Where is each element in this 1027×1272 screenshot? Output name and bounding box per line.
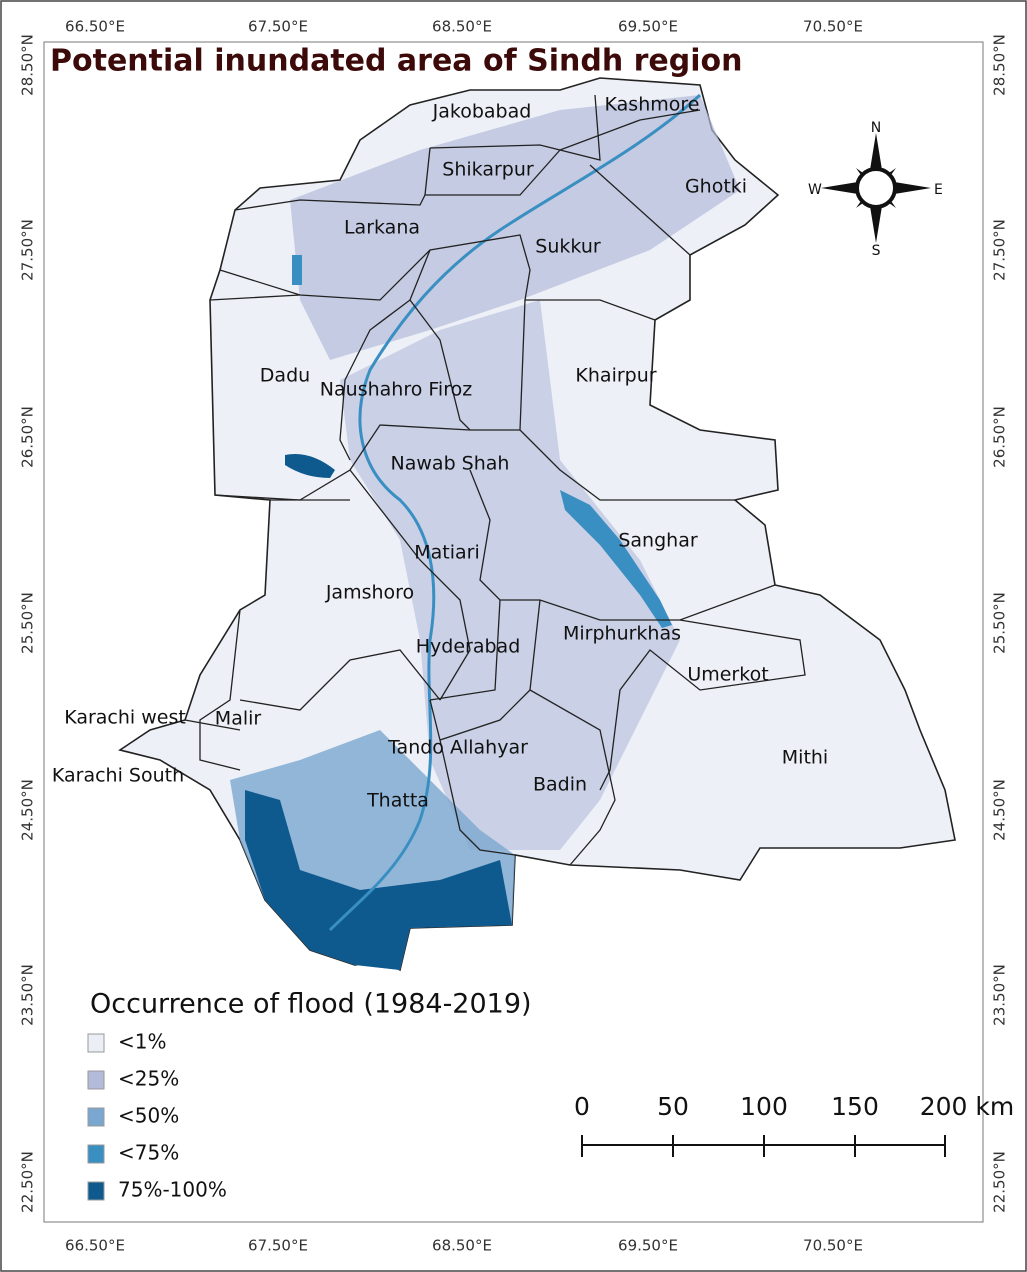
compass-s: S — [872, 243, 881, 259]
district-label: Hyderabad — [416, 636, 521, 658]
lat-label: 22.50°N — [991, 1151, 1009, 1213]
flood-zone-north — [290, 95, 740, 360]
district-label: Malir — [215, 708, 262, 730]
district-label: Khairpur — [575, 365, 656, 387]
compass-e: E — [934, 182, 943, 198]
compass-points — [821, 133, 931, 243]
north-arrow: N S E W — [808, 120, 943, 259]
legend-swatch — [87, 1033, 105, 1053]
district-label: Jamshoro — [325, 582, 414, 604]
lat-label: 24.50°N — [19, 779, 37, 841]
district-label: Karachi west — [64, 707, 186, 729]
lat-label: 25.50°N — [991, 592, 1009, 654]
scale-label: 150 — [831, 1092, 879, 1121]
lat-label: 25.50°N — [19, 592, 37, 654]
legend-label: 75%-100% — [118, 1178, 227, 1202]
district-label: Mithi — [782, 747, 828, 769]
flood-zone-larkana — [292, 255, 302, 285]
scale-label: 100 — [740, 1092, 788, 1121]
district-label: Kashmore — [605, 94, 700, 116]
legend-swatch — [87, 1107, 105, 1127]
district-label: Larkana — [344, 217, 420, 239]
legend-swatch — [87, 1070, 105, 1090]
legend-label: <50% — [118, 1104, 179, 1128]
lat-label: 22.50°N — [19, 1151, 37, 1213]
flood-zone-dadu — [285, 454, 335, 478]
compass-ring — [855, 167, 897, 209]
lon-label: 69.50°E — [618, 1237, 678, 1255]
legend-label: <75% — [118, 1141, 179, 1165]
lat-label: 23.50°N — [19, 964, 37, 1026]
district-label: Dadu — [260, 365, 310, 387]
lon-label: 67.50°E — [248, 18, 308, 36]
district-label: Sukkur — [535, 236, 601, 258]
legend-swatch — [87, 1144, 105, 1164]
district-label: Shikarpur — [442, 159, 534, 181]
district-label: Nawab Shah — [391, 453, 510, 475]
district-boundaries — [184, 94, 806, 866]
lon-label: 68.50°E — [432, 1237, 492, 1255]
lat-label: 28.50°N — [19, 34, 37, 96]
district-label: Naushahro Firoz — [320, 379, 472, 401]
lat-label: 27.50°N — [19, 219, 37, 281]
lat-label: 28.50°N — [991, 34, 1009, 96]
lat-label: 23.50°N — [991, 964, 1009, 1026]
map-title: Potential inundated area of Sindh region — [50, 44, 743, 79]
scale-label: 0 — [574, 1092, 590, 1121]
district-label: Ghotki — [685, 176, 747, 198]
lat-label: 24.50°N — [991, 779, 1009, 841]
compass-w: W — [808, 182, 822, 198]
sindh-region — [118, 77, 956, 972]
flood-zone-delta — [245, 790, 512, 970]
district-label: Tando Allahyar — [387, 737, 528, 759]
district-label: Karachi South — [52, 765, 184, 787]
lon-label: 66.50°E — [65, 18, 125, 36]
compass-n: N — [871, 120, 881, 136]
district-label: Thatta — [366, 790, 429, 812]
flood-zone-sanghar — [560, 490, 672, 628]
flood-zone-indus — [340, 300, 680, 850]
lon-label: 67.50°E — [248, 1237, 308, 1255]
map-frame — [43, 41, 984, 1223]
district-label: Umerkot — [687, 664, 768, 686]
lat-label: 26.50°N — [19, 406, 37, 468]
district-label: Sanghar — [618, 530, 697, 552]
lon-label: 68.50°E — [432, 18, 492, 36]
scale-label: 50 — [657, 1092, 689, 1121]
indus-river — [328, 93, 702, 932]
lat-label: 27.50°N — [991, 219, 1009, 281]
district-label: Mirphurkhas — [563, 623, 681, 645]
district-label: Badin — [533, 774, 587, 796]
legend-title: Occurrence of flood (1984-2019) — [90, 989, 532, 1020]
lon-label: 69.50°E — [618, 18, 678, 36]
legend-swatch — [87, 1181, 105, 1201]
legend-label: <25% — [118, 1067, 179, 1091]
lon-label: 70.50°E — [803, 18, 863, 36]
lat-label: 26.50°N — [991, 406, 1009, 468]
lon-label: 70.50°E — [803, 1237, 863, 1255]
lon-label: 66.50°E — [65, 1237, 125, 1255]
district-label: Jakobabad — [432, 101, 532, 123]
legend-label: <1% — [118, 1030, 167, 1054]
scale-label: 200 km — [920, 1092, 1015, 1121]
district-label: Matiari — [414, 542, 480, 564]
scale-bar — [581, 1135, 946, 1157]
